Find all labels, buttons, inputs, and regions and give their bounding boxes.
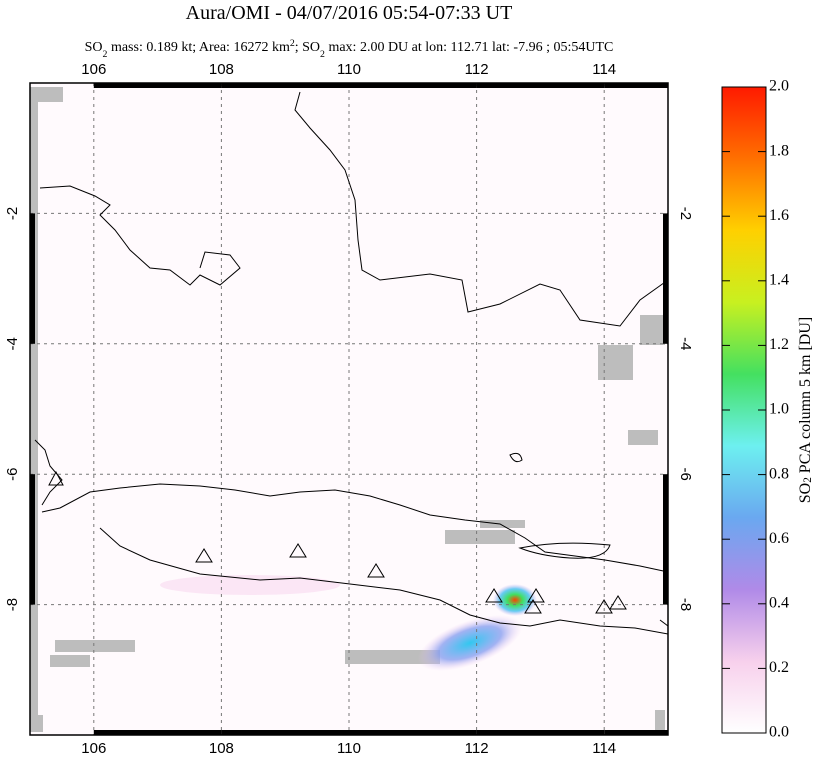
axis-bar bbox=[221, 83, 349, 88]
colorbar-tick-label: 1.2 bbox=[769, 336, 789, 353]
y-tick-label: -8 bbox=[677, 598, 694, 611]
y-tick-label: -2 bbox=[4, 207, 21, 220]
axis-bar bbox=[93, 83, 222, 88]
text-part: 2 bbox=[320, 49, 325, 60]
x-tick-label: 108 bbox=[209, 61, 234, 78]
title: Aura/OMI - 04/07/2016 05:54-07:33 UT bbox=[186, 2, 513, 24]
axis-bar bbox=[604, 83, 668, 88]
colorbar-tick-label: 0.4 bbox=[769, 594, 789, 611]
y-tick-label: -8 bbox=[4, 598, 21, 611]
grid bbox=[30, 83, 668, 735]
x-tick-label: 112 bbox=[465, 740, 489, 757]
colorbar-tick-label: 0.0 bbox=[769, 724, 789, 741]
axis-bar bbox=[604, 730, 668, 735]
volcanoes bbox=[48, 470, 627, 614]
text-part: 2 bbox=[103, 49, 108, 60]
colorbar-tick-label: 1.6 bbox=[769, 207, 789, 224]
text-part: ; SO bbox=[295, 40, 320, 55]
axis-bar bbox=[30, 474, 35, 605]
colorbar-tick-label: 1.8 bbox=[769, 142, 789, 159]
axis-bar bbox=[93, 730, 222, 735]
colorbar-tick-label: 0.2 bbox=[769, 659, 789, 676]
axis-bar bbox=[476, 730, 605, 735]
colorbar-tick-label: 1.0 bbox=[769, 401, 789, 418]
y-tick-label: -6 bbox=[4, 468, 21, 481]
y-tick-label: -2 bbox=[677, 207, 694, 220]
axis-bar bbox=[349, 730, 477, 735]
x-tick-label: 114 bbox=[592, 740, 616, 757]
text-part: SO bbox=[85, 40, 103, 55]
y-tick-label: -6 bbox=[677, 468, 694, 481]
axis-bar bbox=[349, 83, 477, 88]
text-part: mass: 0.189 kt; Area: 16272 km bbox=[107, 40, 289, 55]
colorbar-label: SO2 PCA column 5 km [DU] bbox=[797, 317, 815, 504]
colorbar-tick-label: 0.6 bbox=[769, 530, 789, 547]
text-part: 2 bbox=[290, 38, 295, 49]
x-tick-label: 106 bbox=[81, 61, 106, 78]
x-tick-label: 114 bbox=[592, 61, 616, 78]
axis-bar bbox=[221, 730, 349, 735]
y-tick-label: -4 bbox=[4, 337, 21, 350]
so2-plume bbox=[160, 575, 537, 671]
text-part: SO bbox=[797, 483, 814, 503]
colorbar-tick-label: 1.4 bbox=[769, 271, 789, 288]
subtitle: SO2 mass: 0.189 kt; Area: 16272 km2; SO2… bbox=[85, 38, 614, 60]
x-tick-label: 106 bbox=[81, 740, 106, 757]
map-background bbox=[30, 83, 668, 735]
y-tick-label: -4 bbox=[677, 337, 694, 350]
axis-bar bbox=[476, 83, 605, 88]
x-tick-label: 110 bbox=[337, 740, 361, 757]
missing-data bbox=[30, 87, 665, 732]
x-tick-label: 112 bbox=[465, 61, 489, 78]
colorbar-tick-label: 0.8 bbox=[769, 465, 789, 482]
axis-bar bbox=[30, 213, 35, 344]
colorbar-tick-label: 2.0 bbox=[769, 78, 789, 95]
text-part: PCA column 5 km [DU] bbox=[797, 317, 814, 477]
text-part: max: 2.00 DU at lon: 112.71 lat: -7.96 ;… bbox=[325, 40, 613, 55]
x-tick-label: 108 bbox=[209, 740, 234, 757]
text-part: 2 bbox=[802, 477, 814, 483]
x-tick-label: 110 bbox=[337, 61, 361, 78]
axis-bar bbox=[663, 213, 668, 344]
axis-bar bbox=[663, 474, 668, 605]
